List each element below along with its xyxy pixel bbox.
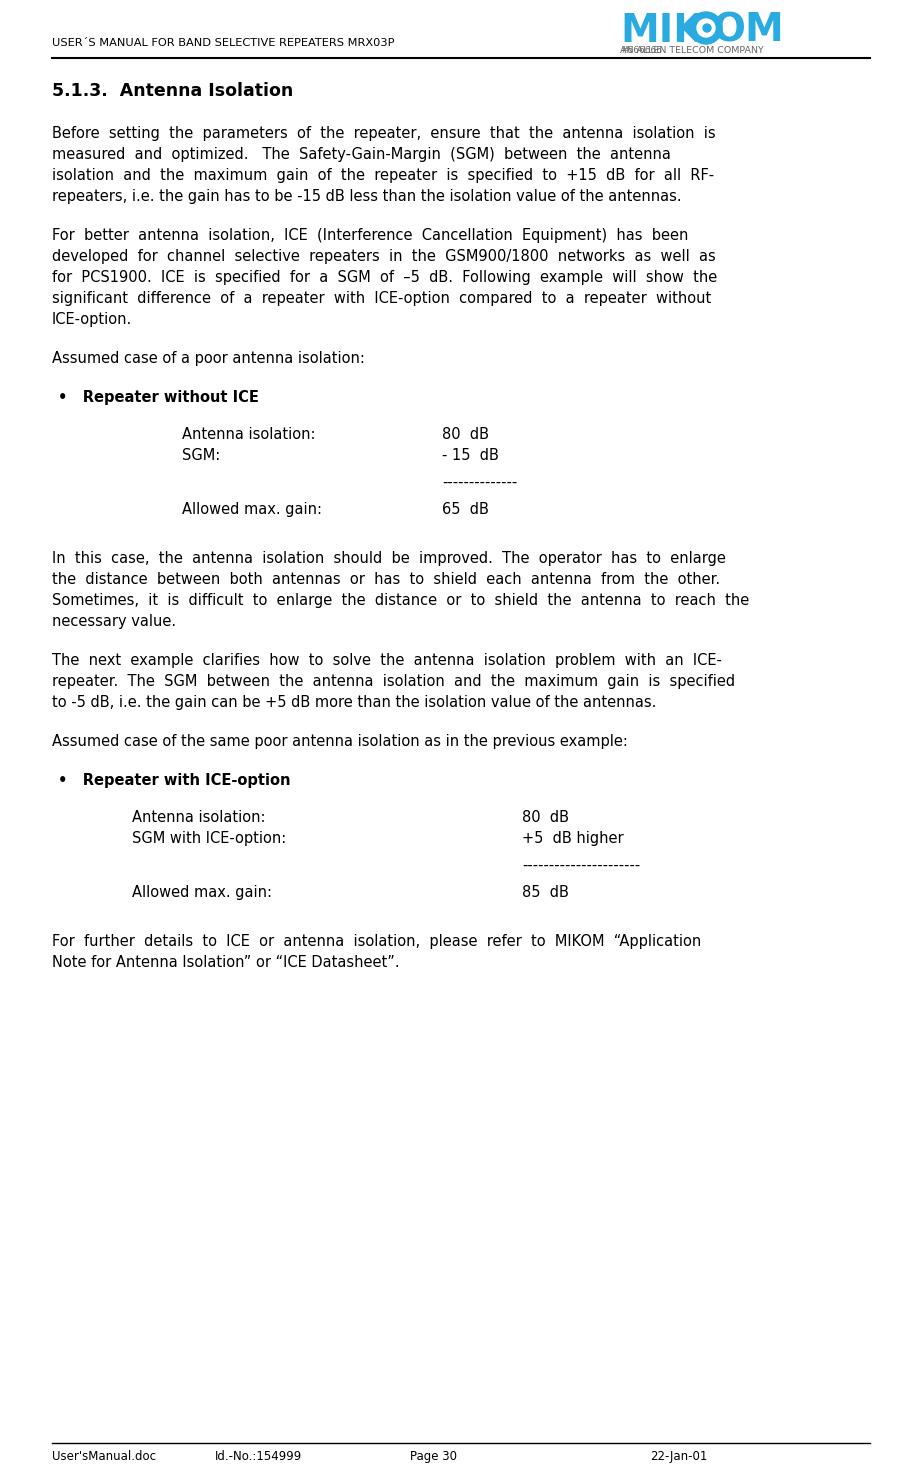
Text: For  further  details  to  ICE  or  antenna  isolation,  please  refer  to  MIKO: For further details to ICE or antenna is…	[52, 935, 701, 950]
Text: isolation  and  the  maximum  gain  of  the  repeater  is  specified  to  +15  d: isolation and the maximum gain of the re…	[52, 169, 714, 183]
Text: to -5 dB, i.e. the gain can be +5 dB more than the isolation value of the antenn: to -5 dB, i.e. the gain can be +5 dB mor…	[52, 695, 656, 710]
Text: necessary value.: necessary value.	[52, 614, 176, 629]
Text: Before  setting  the  parameters  of  the  repeater,  ensure  that  the  antenna: Before setting the parameters of the rep…	[52, 126, 715, 141]
Text: 80  dB: 80 dB	[442, 427, 489, 442]
Text: --------------: --------------	[442, 475, 517, 490]
Text: Assumed case of a poor antenna isolation:: Assumed case of a poor antenna isolation…	[52, 351, 365, 365]
Text: •   Repeater without ICE: • Repeater without ICE	[58, 390, 259, 405]
Text: 80  dB: 80 dB	[522, 810, 569, 825]
Text: Assumed case of the same poor antenna isolation as in the previous example:: Assumed case of the same poor antenna is…	[52, 734, 628, 748]
Text: MIK: MIK	[620, 12, 704, 50]
Text: repeaters, i.e. the gain has to be -15 dB less than the isolation value of the a: repeaters, i.e. the gain has to be -15 d…	[52, 189, 682, 204]
Text: for  PCS1900.  ICE  is  specified  for  a  SGM  of  –5  dB.  Following  example : for PCS1900. ICE is specified for a SGM …	[52, 271, 717, 285]
Text: In  this  case,  the  antenna  isolation  should  be  improved.  The  operator  : In this case, the antenna isolation shou…	[52, 552, 726, 566]
Text: - 15  dB: - 15 dB	[442, 448, 499, 463]
Text: SGM:: SGM:	[182, 448, 220, 463]
Text: significant  difference  of  a  repeater  with  ICE-option  compared  to  a  rep: significant difference of a repeater wit…	[52, 291, 711, 306]
Text: #666666: #666666	[620, 46, 662, 55]
Text: Note for Antenna Isolation” or “ICE Datasheet”.: Note for Antenna Isolation” or “ICE Data…	[52, 955, 400, 970]
Text: the  distance  between  both  antennas  or  has  to  shield  each  antenna  from: the distance between both antennas or ha…	[52, 572, 720, 587]
Circle shape	[690, 12, 722, 44]
Text: The  next  example  clarifies  how  to  solve  the  antenna  isolation  problem : The next example clarifies how to solve …	[52, 654, 722, 669]
Text: 22-Jan-01: 22-Jan-01	[650, 1449, 707, 1463]
Text: Page 30: Page 30	[410, 1449, 457, 1463]
Text: repeater.  The  SGM  between  the  antenna  isolation  and  the  maximum  gain  : repeater. The SGM between the antenna is…	[52, 674, 735, 689]
Text: Allowed max. gain:: Allowed max. gain:	[182, 501, 322, 518]
Text: Allowed max. gain:: Allowed max. gain:	[132, 884, 272, 901]
Text: ICE-option.: ICE-option.	[52, 312, 132, 327]
Text: measured  and  optimized.   The  Safety-Gain-Margin  (SGM)  between  the  antenn: measured and optimized. The Safety-Gain-…	[52, 146, 671, 163]
Text: Antenna isolation:: Antenna isolation:	[132, 810, 266, 825]
Circle shape	[703, 24, 711, 33]
Text: developed  for  channel  selective  repeaters  in  the  GSM900/1800  networks  a: developed for channel selective repeater…	[52, 248, 715, 263]
Text: Antenna isolation:: Antenna isolation:	[182, 427, 315, 442]
Text: •   Repeater with ICE-option: • Repeater with ICE-option	[58, 774, 290, 788]
Text: OM: OM	[712, 12, 784, 50]
Text: ----------------------: ----------------------	[522, 858, 641, 873]
Text: USER´S MANUAL FOR BAND SELECTIVE REPEATERS MRX03P: USER´S MANUAL FOR BAND SELECTIVE REPEATE…	[52, 38, 395, 47]
Text: For  better  antenna  isolation,  ICE  (Interference  Cancellation  Equipment)  : For better antenna isolation, ICE (Inter…	[52, 228, 688, 243]
Text: 65  dB: 65 dB	[442, 501, 489, 518]
Text: SGM with ICE-option:: SGM with ICE-option:	[132, 831, 287, 846]
Text: AN ALLEN TELECOM COMPANY: AN ALLEN TELECOM COMPANY	[620, 46, 764, 55]
Text: Id.-No.:154999: Id.-No.:154999	[215, 1449, 302, 1463]
Text: +5  dB higher: +5 dB higher	[522, 831, 623, 846]
Circle shape	[697, 19, 715, 37]
Text: User'sManual.doc: User'sManual.doc	[52, 1449, 156, 1463]
Text: 5.1.3.  Antenna Isolation: 5.1.3. Antenna Isolation	[52, 81, 293, 101]
Text: 85  dB: 85 dB	[522, 884, 569, 901]
Text: Sometimes,  it  is  difficult  to  enlarge  the  distance  or  to  shield  the  : Sometimes, it is difficult to enlarge th…	[52, 593, 750, 608]
